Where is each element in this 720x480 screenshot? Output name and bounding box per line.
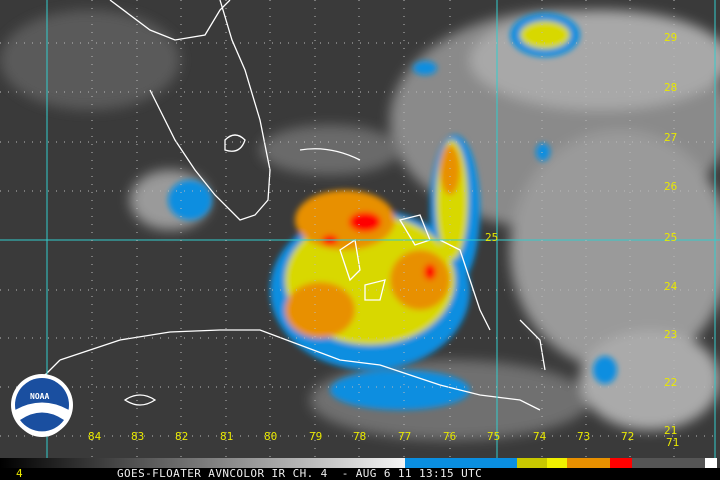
- lat-label: 28: [664, 81, 678, 94]
- lon-label: 83: [131, 430, 145, 443]
- lat-label: 29: [664, 31, 678, 44]
- lon-label: 82: [175, 430, 189, 443]
- lat-label: 25: [664, 231, 678, 244]
- noaa-logo-text: NOAA: [30, 392, 50, 401]
- lon-label: 81: [220, 430, 234, 443]
- lon-label: 79: [309, 430, 323, 443]
- lat-label: 22: [664, 376, 678, 389]
- coastlines: [29, 0, 546, 411]
- grid-inline-label: 25: [485, 231, 499, 244]
- lon-label: 74: [533, 430, 547, 443]
- lon-label: 77: [398, 430, 412, 443]
- lon-label: 80: [264, 430, 278, 443]
- lat-label: 24: [664, 280, 678, 293]
- caption-bar: 4 GOES-FLOATER AVNCOLOR IR CH. 4 - AUG 6…: [0, 468, 720, 480]
- lon-label: 72: [621, 430, 635, 443]
- lat-label: 23: [664, 328, 678, 341]
- color-scale-bar: [0, 458, 717, 468]
- image-title: GOES-FLOATER AVNCOLOR IR CH. 4 - AUG 6 1…: [117, 467, 483, 480]
- lon-label: 75: [487, 430, 501, 443]
- lon-label: 73: [577, 430, 591, 443]
- storm-system: [168, 13, 617, 410]
- lat-label: 26: [664, 180, 678, 193]
- lon-label: 71: [666, 436, 680, 449]
- lon-label: 84: [88, 430, 102, 443]
- lat-label: 21: [664, 424, 678, 437]
- noaa-logo: [11, 374, 73, 437]
- lon-label: 78: [353, 430, 367, 443]
- lon-label: 76: [443, 430, 457, 443]
- lat-lon-grid: [0, 0, 720, 468]
- lat-label: 27: [664, 131, 678, 144]
- frame-number: 4: [16, 467, 23, 480]
